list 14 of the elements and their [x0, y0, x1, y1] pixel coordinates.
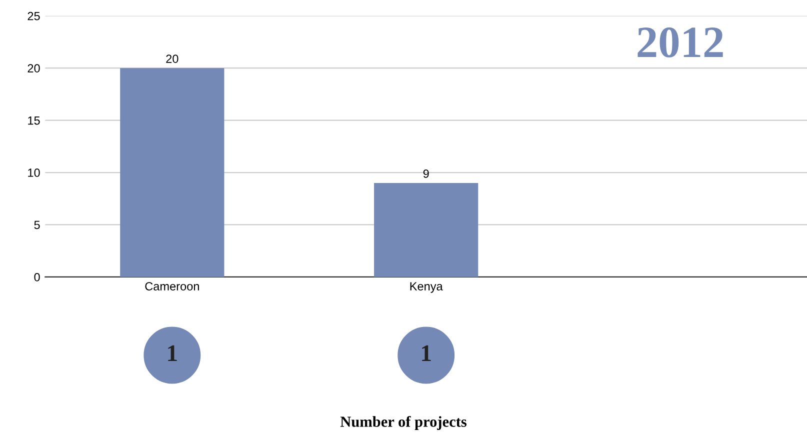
y-tick-label: 10: [28, 168, 40, 177]
text: 1: [422, 345, 431, 361]
text: 1: [168, 345, 177, 361]
data-label: 9: [423, 169, 429, 178]
y-tick-label: 0: [34, 272, 40, 282]
text: Number of projects: [340, 416, 466, 430]
y-tick-label: 15: [28, 116, 40, 125]
data-label: 20: [166, 54, 178, 63]
x-tick-label: Cameroon: [145, 282, 199, 290]
y-tick-label: 20: [28, 64, 40, 72]
y-tick-label: 25: [28, 12, 40, 20]
y-tick-label: 5: [34, 220, 40, 230]
x-tick-label: Kenya: [410, 282, 443, 293]
chart-title: 2012: [638, 27, 723, 58]
